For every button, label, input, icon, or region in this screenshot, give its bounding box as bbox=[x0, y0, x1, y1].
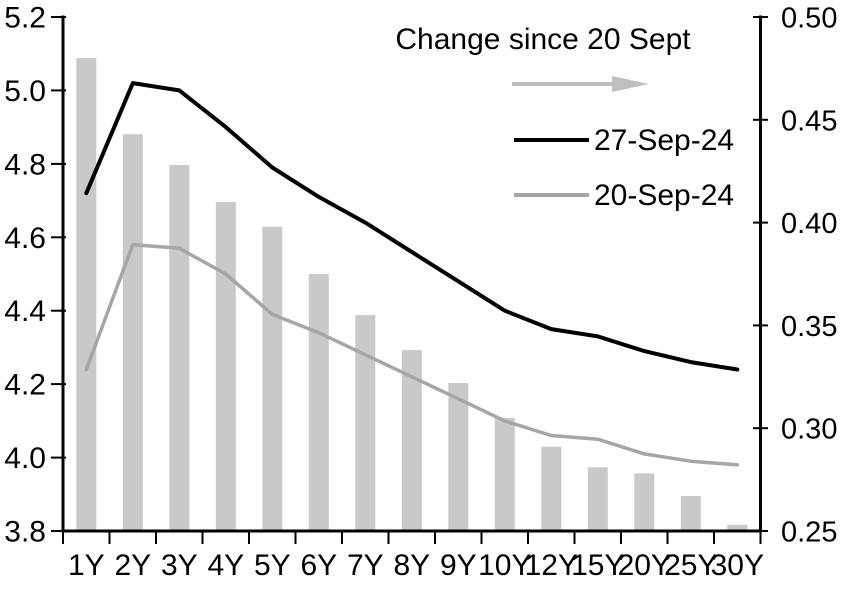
y-axis-left-tick-label-5.2: 5.2 bbox=[4, 2, 46, 35]
legend-title: Change since 20 Sept bbox=[395, 23, 691, 56]
bar-12y bbox=[541, 446, 562, 531]
y-axis-left-tick-label-3.8: 3.8 bbox=[4, 516, 46, 549]
x-axis-tick-label-7y: 7Y bbox=[347, 549, 384, 582]
legend: Change since 20 Sept 27-Sep-24 20-Sep-24 bbox=[395, 23, 734, 212]
x-axis-tick-label-10y: 10Y bbox=[478, 549, 531, 582]
y-axis-right-tick-label-0.30: 0.30 bbox=[781, 414, 837, 446]
y-axis-right-tick-label-0.35: 0.35 bbox=[781, 311, 837, 343]
line-27-sep-24 bbox=[84, 81, 740, 372]
y-axis-left-tick-label-5.0: 5.0 bbox=[4, 75, 46, 108]
bar-4y bbox=[215, 202, 236, 531]
bar-20y bbox=[634, 473, 655, 531]
right-arrow-head-icon bbox=[612, 76, 649, 92]
y-axis-right-tick-label-0.40: 0.40 bbox=[781, 208, 837, 240]
bar-30y bbox=[727, 524, 748, 531]
x-axis-tick-label-12y: 12Y bbox=[525, 549, 578, 582]
legend-label-20sep: 20-Sep-24 bbox=[594, 179, 734, 212]
x-axis-tick-label-5y: 5Y bbox=[254, 549, 291, 582]
x-axis-tick-label-9y: 9Y bbox=[440, 549, 477, 582]
bar-6y bbox=[308, 274, 329, 531]
bars-series-change-since-20-sept bbox=[76, 58, 748, 531]
x-axis-tick-label-20y: 20Y bbox=[618, 549, 671, 582]
bar-1y bbox=[76, 58, 97, 531]
x-axis-tick-label-15y: 15Y bbox=[571, 549, 624, 582]
bar-9y bbox=[448, 383, 469, 531]
y-axis-right-tick-label-0.25: 0.25 bbox=[781, 517, 837, 549]
bar-2y bbox=[122, 134, 143, 531]
legend-label-27sep: 27-Sep-24 bbox=[594, 124, 734, 157]
legend-entry-27sep: 27-Sep-24 bbox=[514, 124, 734, 157]
x-axis-tick-label-1y: 1Y bbox=[68, 549, 105, 582]
x-axis-tick-label-30y: 30Y bbox=[711, 549, 764, 582]
x-axis-tick-label-6y: 6Y bbox=[300, 549, 337, 582]
x-axis-tick-label-3y: 3Y bbox=[161, 549, 198, 582]
x-axis-tick-label-25y: 25Y bbox=[664, 549, 717, 582]
bar-15y bbox=[587, 467, 608, 531]
line-series-layer bbox=[84, 81, 740, 467]
bar-25y bbox=[680, 496, 701, 531]
bar-3y bbox=[169, 165, 190, 531]
y-axis-right-tick-label-0.50: 0.50 bbox=[781, 3, 837, 35]
y-axis-left-tick-label-4.0: 4.0 bbox=[4, 442, 46, 475]
y-axis-right-tick-label-0.45: 0.45 bbox=[781, 105, 837, 137]
bar-5y bbox=[262, 226, 283, 531]
x-axis-tick-label-8y: 8Y bbox=[393, 549, 430, 582]
bar-7y bbox=[355, 315, 376, 531]
y-axis-left-tick-label-4.8: 4.8 bbox=[4, 148, 46, 181]
y-axis-left-tick-label-4.4: 4.4 bbox=[4, 295, 46, 328]
legend-entry-20sep: 20-Sep-24 bbox=[514, 179, 734, 212]
y-axis-left-tick-label-4.2: 4.2 bbox=[4, 369, 46, 402]
bar-8y bbox=[401, 350, 422, 531]
line-20-sep-24 bbox=[84, 242, 740, 467]
x-axis-tick-label-2y: 2Y bbox=[114, 549, 151, 582]
y-axis-left-tick-label-4.6: 4.6 bbox=[4, 222, 46, 255]
axes-layer: 5.2 5.0 4.8 4.6 4.4 4.2 4.0 3.8 0.50 0.45 0.40 0.35… bbox=[4, 2, 837, 583]
bar-10y bbox=[494, 417, 515, 531]
axes-frame bbox=[61, 15, 762, 533]
legend-change-arrow bbox=[512, 76, 649, 92]
x-axis-tick-label-4y: 4Y bbox=[207, 549, 244, 582]
